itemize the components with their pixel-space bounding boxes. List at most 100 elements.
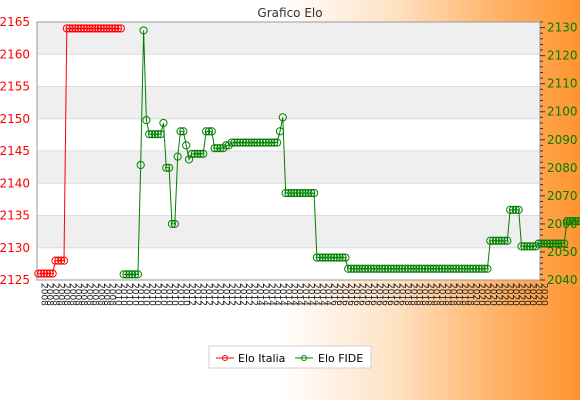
x-tick-label: 2018: [436, 283, 446, 306]
data-point: [551, 239, 560, 248]
data-point: [565, 217, 574, 226]
x-tick-label: 2010: [175, 283, 185, 306]
data-point: [238, 138, 248, 147]
data-point: [165, 163, 174, 172]
data-point: [494, 236, 503, 245]
data-point: [400, 264, 410, 273]
data-point: [409, 264, 418, 273]
x-tick-label: 2018: [419, 283, 429, 306]
data-point: [54, 256, 63, 265]
data-point: [363, 264, 373, 273]
data-point: [443, 264, 452, 273]
x-tick-label: 2018: [459, 283, 469, 306]
data-point: [136, 160, 145, 170]
data-point: [423, 264, 432, 273]
x-tick-label: 2012: [209, 283, 219, 306]
data-point: [167, 219, 177, 229]
data-point: [514, 205, 523, 214]
x-tick-label: 2016: [345, 283, 355, 306]
data-point: [150, 130, 160, 139]
series-layer: [34, 24, 580, 279]
data-point: [426, 264, 435, 273]
data-point: [545, 239, 555, 248]
x-tick-label: 2020: [470, 283, 480, 306]
data-point: [147, 130, 157, 139]
x-tick-label: 2014: [266, 283, 276, 306]
data-point: [335, 253, 344, 262]
x-tick-label: 2018: [414, 283, 424, 306]
data-point: [398, 264, 407, 273]
data-point: [122, 270, 131, 279]
x-tick-label: 2012: [237, 283, 247, 306]
x-tick-label: 2012: [232, 283, 242, 306]
legend-marker: [222, 355, 228, 361]
data-point: [361, 264, 370, 273]
x-tick-label: 2018: [425, 283, 435, 306]
data-point: [435, 264, 444, 273]
data-point: [85, 24, 94, 33]
data-point: [358, 264, 367, 273]
data-point: [437, 264, 447, 273]
x-tick-label: 2018: [402, 283, 412, 306]
data-point: [247, 138, 256, 147]
x-tick-label: 2014: [300, 283, 310, 306]
x-tick-label: 2012: [186, 283, 196, 306]
x-tick-label: 2016: [391, 283, 401, 306]
data-point: [74, 24, 83, 33]
data-point: [406, 264, 415, 273]
data-point: [187, 149, 196, 158]
data-point: [466, 264, 475, 273]
data-point: [199, 149, 208, 158]
x-tick-label: 2020: [533, 283, 543, 306]
data-point: [489, 236, 498, 245]
data-point: [290, 188, 299, 198]
left-tick-label: 2150: [0, 112, 30, 126]
data-point: [244, 138, 253, 147]
right-tick-label: 2130: [547, 21, 578, 35]
x-tick-label: 2020: [516, 283, 526, 306]
x-tick-label: 2018: [448, 283, 458, 306]
data-point: [562, 217, 572, 226]
right-tick-label: 2100: [547, 105, 578, 119]
x-tick-label: 2010: [169, 283, 179, 306]
data-point: [452, 264, 461, 273]
x-tick-label: 2010: [158, 283, 168, 306]
data-point: [560, 239, 569, 248]
grid-band: [37, 86, 540, 119]
data-point: [537, 239, 546, 248]
data-point: [307, 188, 316, 198]
x-tick-label: 2020: [539, 283, 549, 306]
x-tick-label: 2010: [141, 283, 151, 306]
legend-marker: [301, 355, 307, 361]
data-point: [99, 24, 108, 33]
x-tick-label: 2012: [215, 283, 225, 306]
x-tick-label: 2010: [163, 283, 173, 306]
data-point: [460, 264, 469, 273]
grid-band: [37, 151, 540, 184]
data-point: [315, 253, 324, 262]
series-elo-fide: [119, 26, 580, 279]
x-tick-label: 2018: [408, 283, 418, 306]
data-point: [59, 256, 69, 265]
data-point: [258, 138, 268, 147]
data-point: [446, 264, 455, 273]
data-point: [369, 264, 378, 273]
data-point: [42, 269, 52, 278]
x-tick-label: 2008: [107, 283, 117, 306]
x-tick-label: 2014: [311, 283, 321, 306]
data-point: [159, 118, 168, 128]
data-point: [267, 138, 276, 147]
x-tick-label: 2020: [522, 283, 532, 306]
left-tick-label: 2125: [0, 273, 30, 287]
data-point: [62, 24, 71, 33]
data-point: [483, 264, 492, 273]
x-tick-label: 2014: [317, 283, 327, 306]
data-point: [292, 188, 302, 198]
left-axis-ticks: 2125 2130 2135 2140 2145 2150 2155 2160 2165: [0, 15, 30, 287]
data-point: [457, 264, 466, 273]
data-point: [312, 253, 322, 262]
left-tick-label: 2155: [0, 80, 30, 94]
data-point: [480, 264, 489, 273]
grid-band: [37, 215, 540, 248]
